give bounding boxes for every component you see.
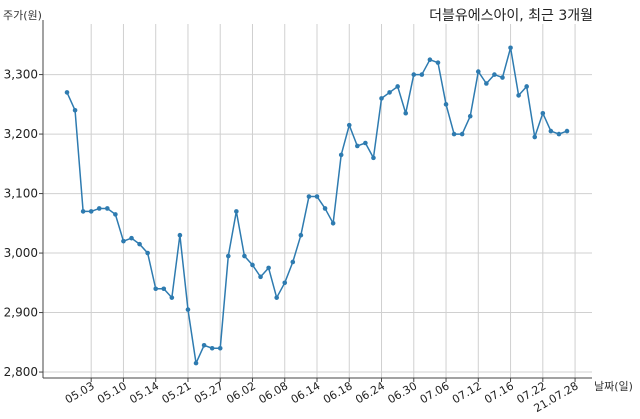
data-point xyxy=(484,81,489,86)
data-point xyxy=(532,134,538,140)
x-tick-label: 06.02 xyxy=(224,379,258,406)
data-point xyxy=(395,84,400,89)
data-point xyxy=(177,232,183,238)
data-point xyxy=(88,209,94,214)
data-point xyxy=(524,84,529,89)
data-point xyxy=(363,140,368,146)
data-point xyxy=(516,93,521,98)
data-point xyxy=(80,209,86,214)
data-point xyxy=(459,131,465,137)
x-tick-label: 06.24 xyxy=(353,379,387,406)
data-point xyxy=(346,122,352,128)
data-point xyxy=(290,259,296,265)
data-point xyxy=(153,286,159,292)
data-point xyxy=(169,295,175,300)
data-point xyxy=(145,250,150,256)
data-point xyxy=(96,206,102,211)
x-tick-label: 05.21 xyxy=(160,379,194,406)
y-tick-label: 3,000 xyxy=(4,246,38,260)
data-point xyxy=(443,102,449,107)
data-point xyxy=(266,265,271,271)
axes xyxy=(39,20,592,382)
data-point xyxy=(201,342,207,348)
x-tick-label: 05.14 xyxy=(127,379,161,406)
y-tick-label: 3,300 xyxy=(4,68,38,82)
data-point xyxy=(379,96,384,101)
data-point xyxy=(250,262,255,268)
data-point xyxy=(234,209,239,214)
data-point xyxy=(338,152,344,158)
data-point xyxy=(467,113,473,119)
x-tick-label: 06.08 xyxy=(256,379,290,406)
data-point xyxy=(105,206,110,211)
data-point xyxy=(330,221,336,226)
data-point xyxy=(242,253,247,259)
x-axis-label: 날짜(일) xyxy=(594,379,633,393)
data-point xyxy=(258,274,263,280)
data-point xyxy=(492,72,497,77)
data-point xyxy=(314,194,320,199)
x-tick-label: 07.06 xyxy=(418,379,452,406)
x-tick-label: 05.27 xyxy=(192,379,226,406)
x-tick-label: 06.18 xyxy=(321,379,355,406)
chart-title: 더블유에스아이, 최근 3개월 xyxy=(429,8,593,24)
x-tick-label: 05.10 xyxy=(95,379,129,406)
data-point xyxy=(113,212,118,217)
data-point xyxy=(387,90,392,95)
data-point xyxy=(193,360,199,366)
grid-lines xyxy=(43,24,592,378)
data-point xyxy=(564,128,570,134)
data-point xyxy=(427,57,433,62)
data-point xyxy=(355,143,360,149)
data-point xyxy=(500,75,505,80)
data-point xyxy=(435,60,441,65)
data-point xyxy=(137,241,142,247)
data-point xyxy=(548,128,554,134)
data-point xyxy=(411,72,417,77)
data-point xyxy=(322,206,328,211)
y-tick-label: 2,800 xyxy=(4,365,38,379)
data-point xyxy=(217,345,223,351)
data-point xyxy=(306,194,312,199)
x-tick-label: 06.14 xyxy=(289,379,323,406)
data-point xyxy=(371,155,376,161)
data-point xyxy=(540,110,546,116)
data-point xyxy=(419,72,425,77)
data-point xyxy=(508,45,513,51)
x-tick-label: 07.12 xyxy=(450,379,484,406)
data-point xyxy=(161,286,167,292)
series-layer xyxy=(64,45,570,366)
data-point xyxy=(274,295,279,300)
data-point xyxy=(225,253,231,259)
y-tick-labels: 2,800 2,900 3,000 3,100 3,200 3,300 xyxy=(4,68,38,379)
y-tick-label: 3,200 xyxy=(4,127,38,141)
data-point xyxy=(64,90,70,95)
data-point xyxy=(298,232,304,238)
data-point xyxy=(556,131,562,137)
data-point xyxy=(209,345,215,351)
data-point xyxy=(72,107,78,113)
data-point xyxy=(121,238,126,244)
data-point xyxy=(475,69,481,74)
x-tick-labels: 05.0305.1005.1405.2105.2706.0206.0806.14… xyxy=(63,379,581,415)
data-point xyxy=(129,235,134,241)
data-point xyxy=(282,280,288,286)
data-point xyxy=(403,110,409,116)
data-point xyxy=(451,131,457,137)
y-tick-label: 2,900 xyxy=(4,306,38,320)
x-tick-label: 06.30 xyxy=(385,379,419,406)
y-tick-label: 3,100 xyxy=(4,187,38,201)
x-tick-label: 05.03 xyxy=(63,379,97,406)
data-point xyxy=(185,307,191,312)
x-tick-label: 07.16 xyxy=(482,379,516,406)
y-axis-label: 주가(원) xyxy=(3,9,42,22)
